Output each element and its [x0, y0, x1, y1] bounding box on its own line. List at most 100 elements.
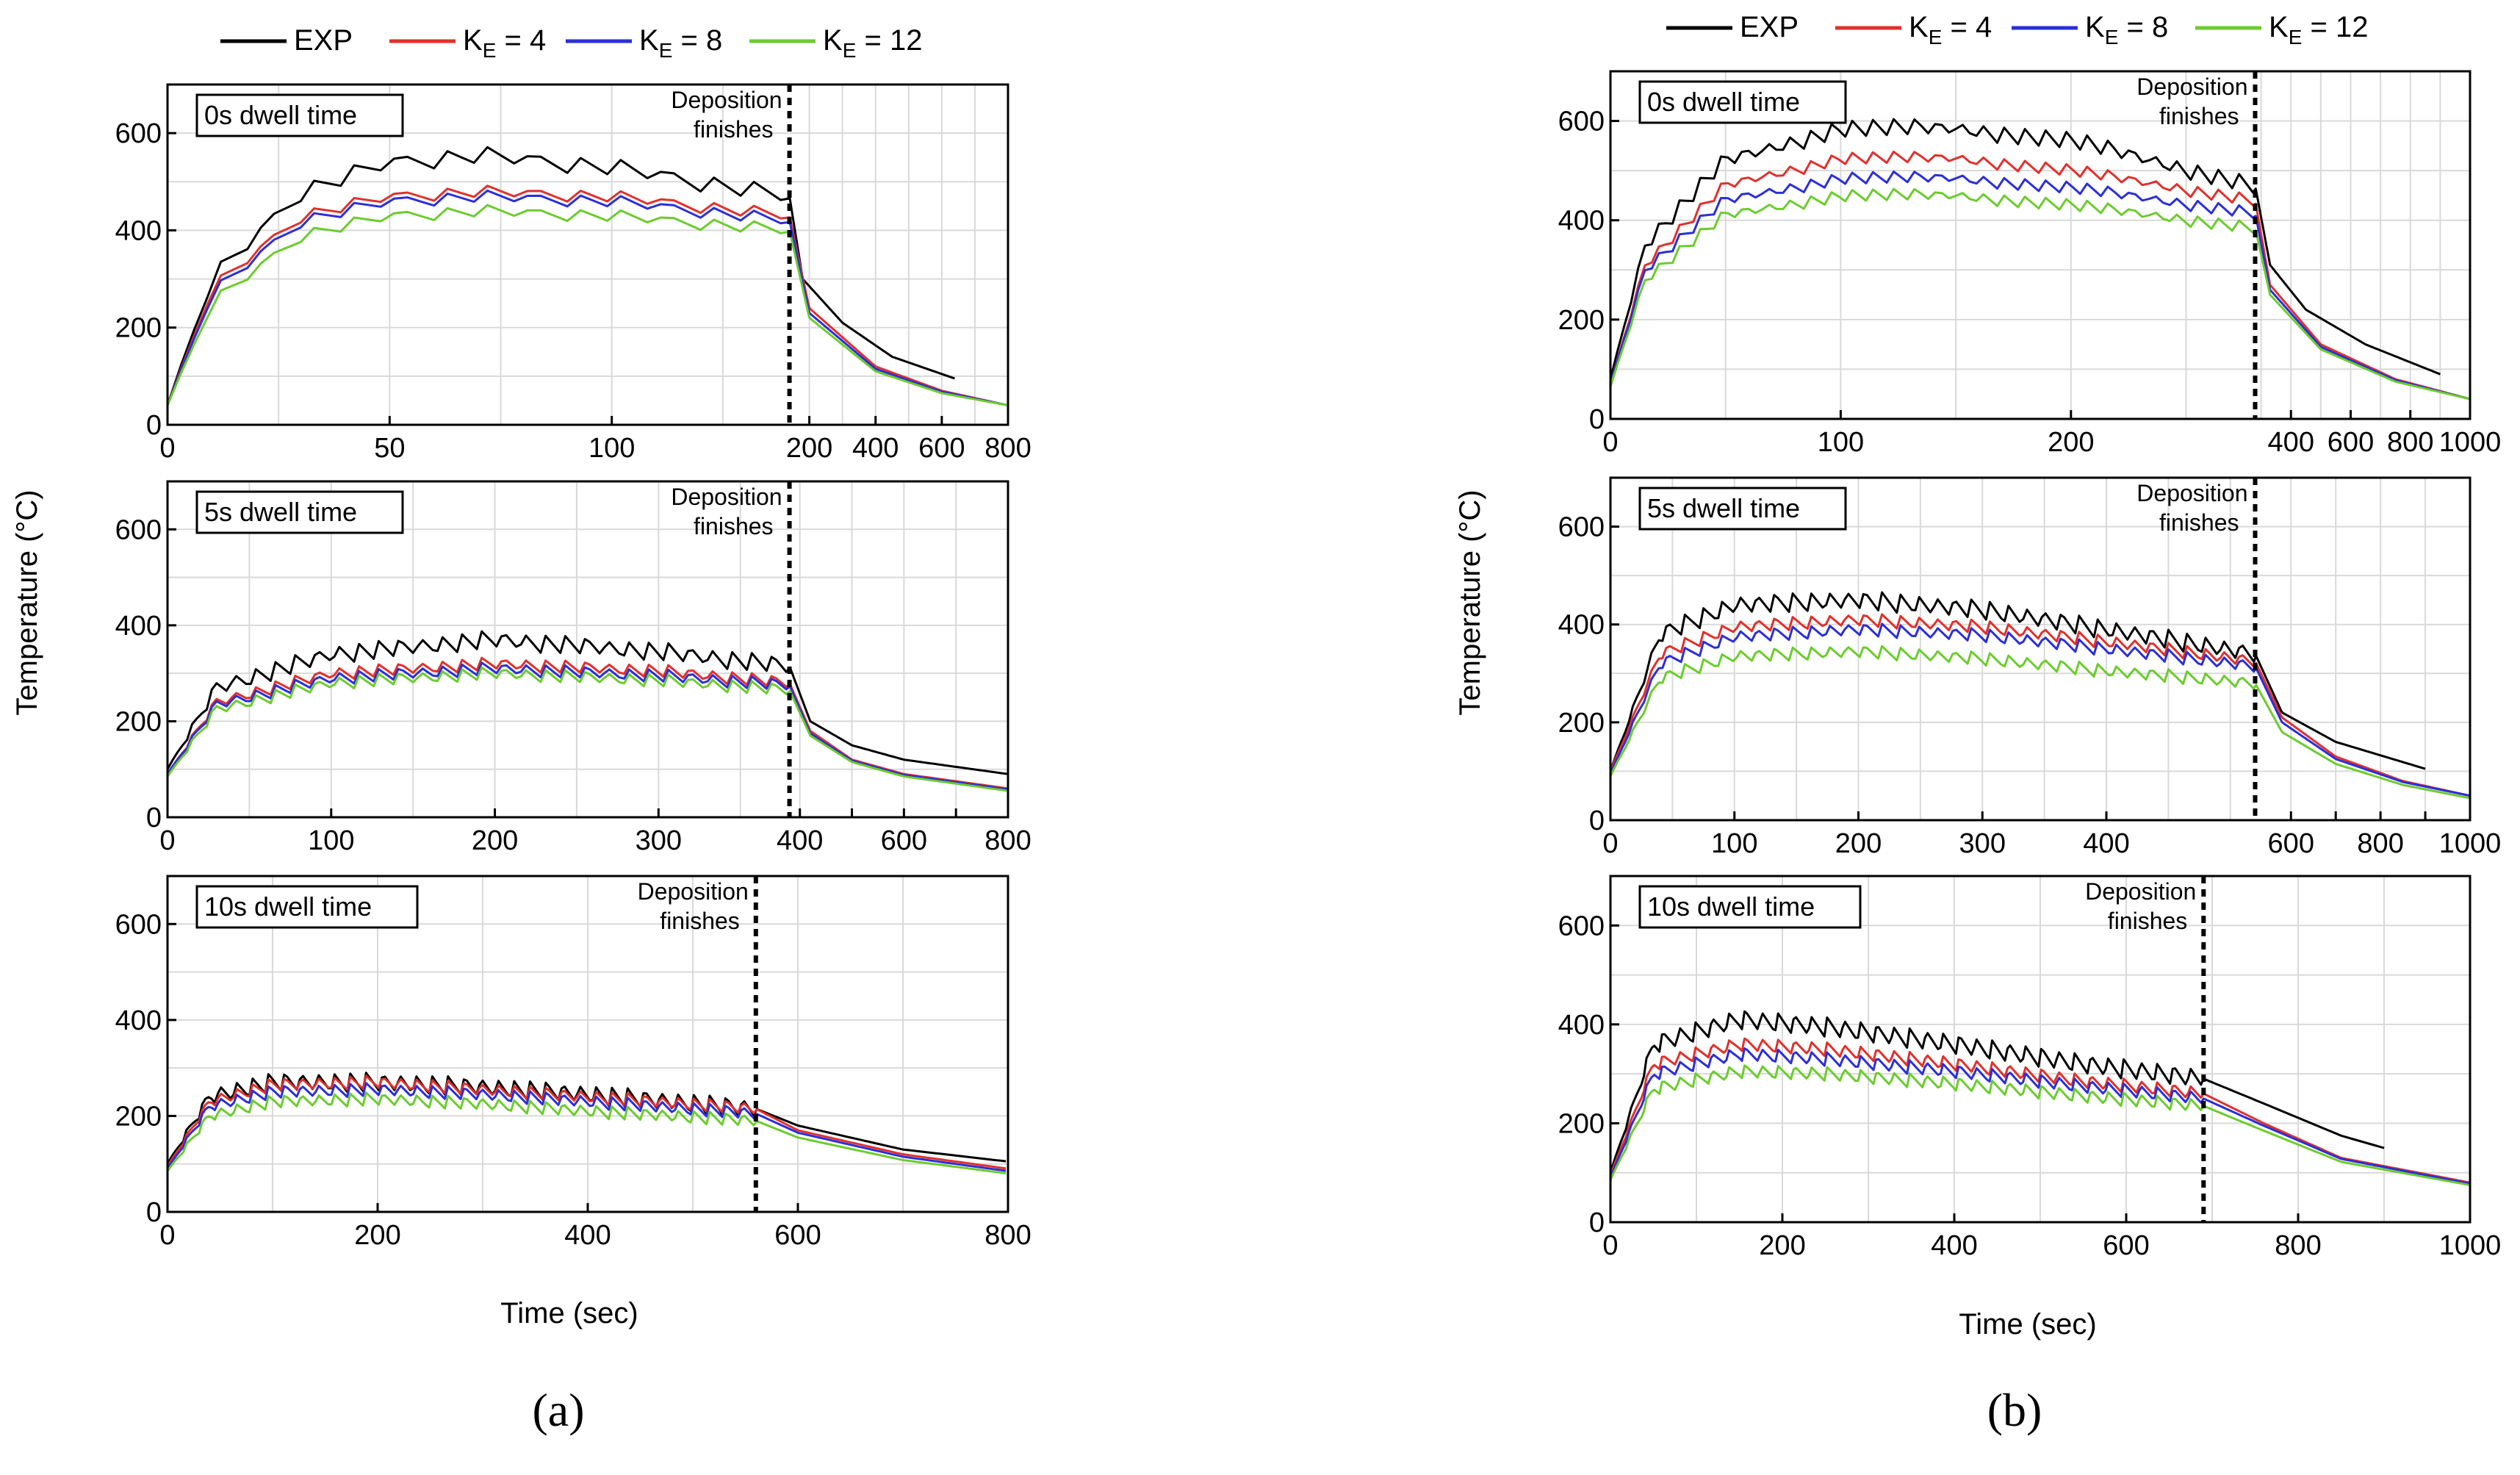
- x-tick-label: 200: [472, 825, 518, 856]
- x-tick-label: 0: [159, 825, 175, 856]
- x-tick-label: 800: [2357, 828, 2403, 859]
- chart-b-1: Deposition finishes 0 200 400 600 0 100 200 400 60…: [1558, 70, 2502, 458]
- x-tick-label: 400: [1931, 1230, 1977, 1261]
- y-tick-label: 400: [115, 1005, 162, 1036]
- x-tick-label: 600: [881, 825, 927, 856]
- grid-a-1: [168, 85, 1008, 425]
- legend-label-b-2: KE = 8: [2085, 11, 2168, 49]
- legend-label-b-3: KE = 12: [2269, 11, 2368, 49]
- plot-frame: [166, 83, 1009, 426]
- chart-a-1: Deposition finishes 0 200 400 600 0 50 100 200 400…: [115, 83, 1032, 464]
- series-line-ke4-a3: [166, 1074, 1007, 1170]
- x-tick-label: 1000: [2439, 427, 2502, 458]
- series-line-ke12-a2: [166, 666, 1007, 792]
- plot-frame: [1609, 875, 2472, 1224]
- series-line-ke12-a3: [166, 1091, 1007, 1174]
- y-tick-label: 200: [115, 313, 162, 344]
- deposition-label: finishes: [2159, 103, 2239, 129]
- x-tick-label: 600: [774, 1220, 821, 1251]
- chart-title: 5s dwell time: [1647, 493, 1800, 523]
- legend-label-a-2: KE = 8: [639, 24, 722, 62]
- legend-label-a-3: KE = 12: [823, 24, 922, 62]
- series-line-ke8-b2: [1609, 622, 2470, 797]
- chart-title-box: [1638, 80, 1847, 124]
- x-axis-label-b: Time (sec): [1959, 1308, 2096, 1341]
- x-axis-label-a: Time (sec): [500, 1297, 638, 1329]
- y-tick-label: 400: [1558, 1010, 1605, 1041]
- deposition-label: Deposition: [638, 878, 749, 905]
- series-line-exp-a1: [166, 146, 955, 406]
- x-tick-label: 200: [2048, 427, 2094, 458]
- x-tick-label: 800: [2275, 1230, 2321, 1261]
- x-tick-label: 300: [1959, 828, 2006, 859]
- series-line-ke12-a1: [166, 204, 1008, 406]
- chart-title-box: [195, 93, 404, 137]
- chart-title: 0s dwell time: [204, 100, 357, 130]
- x-tick-label: 100: [1711, 828, 1757, 859]
- y-tick-label: 600: [1558, 911, 1605, 941]
- x-tick-label: 200: [354, 1220, 400, 1251]
- series-line-ke12-b3: [1609, 1064, 2470, 1186]
- x-tick-label: 400: [2083, 828, 2129, 859]
- grid-a-2: [168, 481, 1008, 817]
- y-tick-label: 600: [115, 909, 162, 940]
- chart-title: 0s dwell time: [1647, 87, 1800, 117]
- legend-label-a-1: KE = 4: [463, 24, 546, 62]
- series-line-ke8-b3: [1609, 1047, 2470, 1185]
- chart-title-box: [1638, 885, 1862, 929]
- series-line-ke12-b1: [1609, 187, 2470, 401]
- x-tick-label: 600: [2328, 427, 2374, 458]
- x-tick-label: 600: [2103, 1230, 2149, 1261]
- legend-label-b-1: KE = 4: [1909, 11, 1992, 49]
- x-tick-label: 600: [918, 433, 965, 464]
- y-tick-label: 200: [1558, 1108, 1605, 1139]
- y-tick-label: 600: [115, 118, 162, 149]
- deposition-label: Deposition: [671, 87, 782, 113]
- chart-b-3: Deposition finishes 0 200 400 600 0 200 400 600 80…: [1558, 875, 2502, 1261]
- x-tick-label: 0: [1602, 828, 1618, 859]
- plot-frame: [1609, 70, 2472, 420]
- y-tick-label: 400: [1558, 610, 1605, 641]
- grid-b-3: [1610, 876, 2470, 1222]
- x-tick-label: 400: [777, 825, 823, 856]
- x-tick-label: 0: [1602, 427, 1618, 458]
- x-tick-label: 1000: [2439, 1230, 2502, 1261]
- deposition-label: finishes: [694, 513, 774, 539]
- y-tick-label: 0: [1589, 805, 1605, 836]
- y-tick-label: 600: [1558, 107, 1605, 137]
- chart-title-box: [195, 490, 404, 534]
- x-tick-label: 400: [2268, 427, 2314, 458]
- y-tick-label: 0: [1589, 1207, 1605, 1238]
- deposition-label: Deposition: [2085, 878, 2196, 905]
- deposition-label: finishes: [694, 116, 774, 143]
- plot-frame: [1609, 476, 2472, 822]
- x-tick-label: 100: [588, 433, 635, 464]
- deposition-label: finishes: [660, 908, 740, 934]
- chart-title-box: [195, 885, 419, 929]
- x-tick-label: 100: [308, 825, 354, 856]
- series-line-exp-b2: [1609, 591, 2426, 772]
- panel-label-b: (b): [1987, 1384, 2042, 1436]
- y-axis-label-a: Temperature (°C): [11, 489, 43, 715]
- deposition-label: Deposition: [2136, 73, 2247, 100]
- y-tick-label: 0: [1589, 404, 1605, 435]
- y-tick-label: 200: [1558, 305, 1605, 336]
- x-tick-label: 200: [786, 433, 832, 464]
- x-tick-label: 400: [564, 1220, 611, 1251]
- y-tick-label: 200: [115, 1101, 162, 1132]
- x-tick-label: 0: [159, 1220, 175, 1251]
- x-tick-label: 100: [1818, 427, 1864, 458]
- x-tick-label: 1000: [2439, 828, 2502, 859]
- y-tick-label: 600: [1558, 512, 1605, 543]
- x-tick-label: 200: [1835, 828, 1882, 859]
- chart-a-2: Deposition finishes 0 200 400 600 0 100 200 300 40…: [115, 480, 1032, 856]
- series-line-exp-a3: [166, 1072, 1007, 1165]
- deposition-label: Deposition: [671, 484, 782, 510]
- chart-title: 5s dwell time: [204, 497, 357, 527]
- legend-label-b-0: EXP: [1740, 11, 1799, 43]
- legend-label-a-0: EXP: [294, 24, 353, 57]
- x-tick-label: 0: [159, 433, 175, 464]
- plot-frame: [166, 480, 1009, 819]
- series-line-ke8-a2: [166, 661, 1007, 791]
- y-tick-label: 0: [146, 1197, 162, 1228]
